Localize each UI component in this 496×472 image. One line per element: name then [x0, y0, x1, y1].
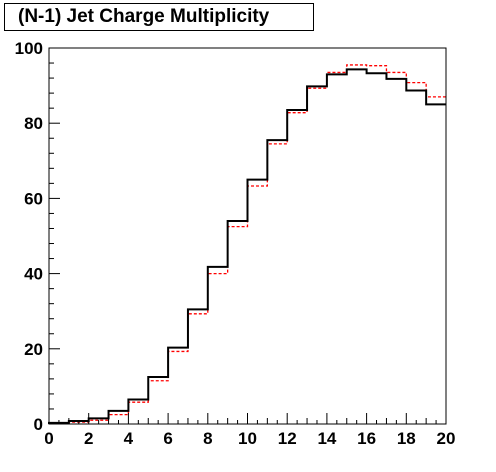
- x-tick-label: 12: [278, 429, 297, 448]
- y-tick-label: 0: [34, 415, 43, 434]
- series-line-1: [48, 64, 446, 424]
- chart-title-box: (N-1) Jet Charge Multiplicity: [4, 3, 314, 31]
- x-tick-label: 14: [317, 429, 336, 448]
- x-tick-label: 18: [397, 429, 416, 448]
- x-tick-label: 20: [437, 429, 456, 448]
- chart-title: (N-1) Jet Charge Multiplicity: [18, 6, 270, 27]
- tick-labels-layer: 0 2 4 6 8 10 12 14 16 18 20 0 20 40 60 80 100: [15, 39, 456, 448]
- y-tick-label: 20: [24, 340, 43, 359]
- x-tick-label: 10: [238, 429, 257, 448]
- axes-layer: [48, 47, 447, 425]
- x-tick-label: 2: [84, 429, 93, 448]
- series-layer: [48, 64, 446, 424]
- y-tick-label: 60: [24, 189, 43, 208]
- y-tick-label: 80: [24, 114, 43, 133]
- x-tick-label: 4: [124, 429, 134, 448]
- y-tick-label: 40: [24, 265, 43, 284]
- y-tick-label: 100: [15, 39, 43, 58]
- series-line-0: [48, 68, 446, 424]
- x-tick-label: 16: [357, 429, 376, 448]
- x-tick-label: 8: [203, 429, 212, 448]
- plot-frame: [48, 47, 447, 425]
- x-tick-label: 0: [44, 429, 53, 448]
- x-tick-label: 6: [163, 429, 172, 448]
